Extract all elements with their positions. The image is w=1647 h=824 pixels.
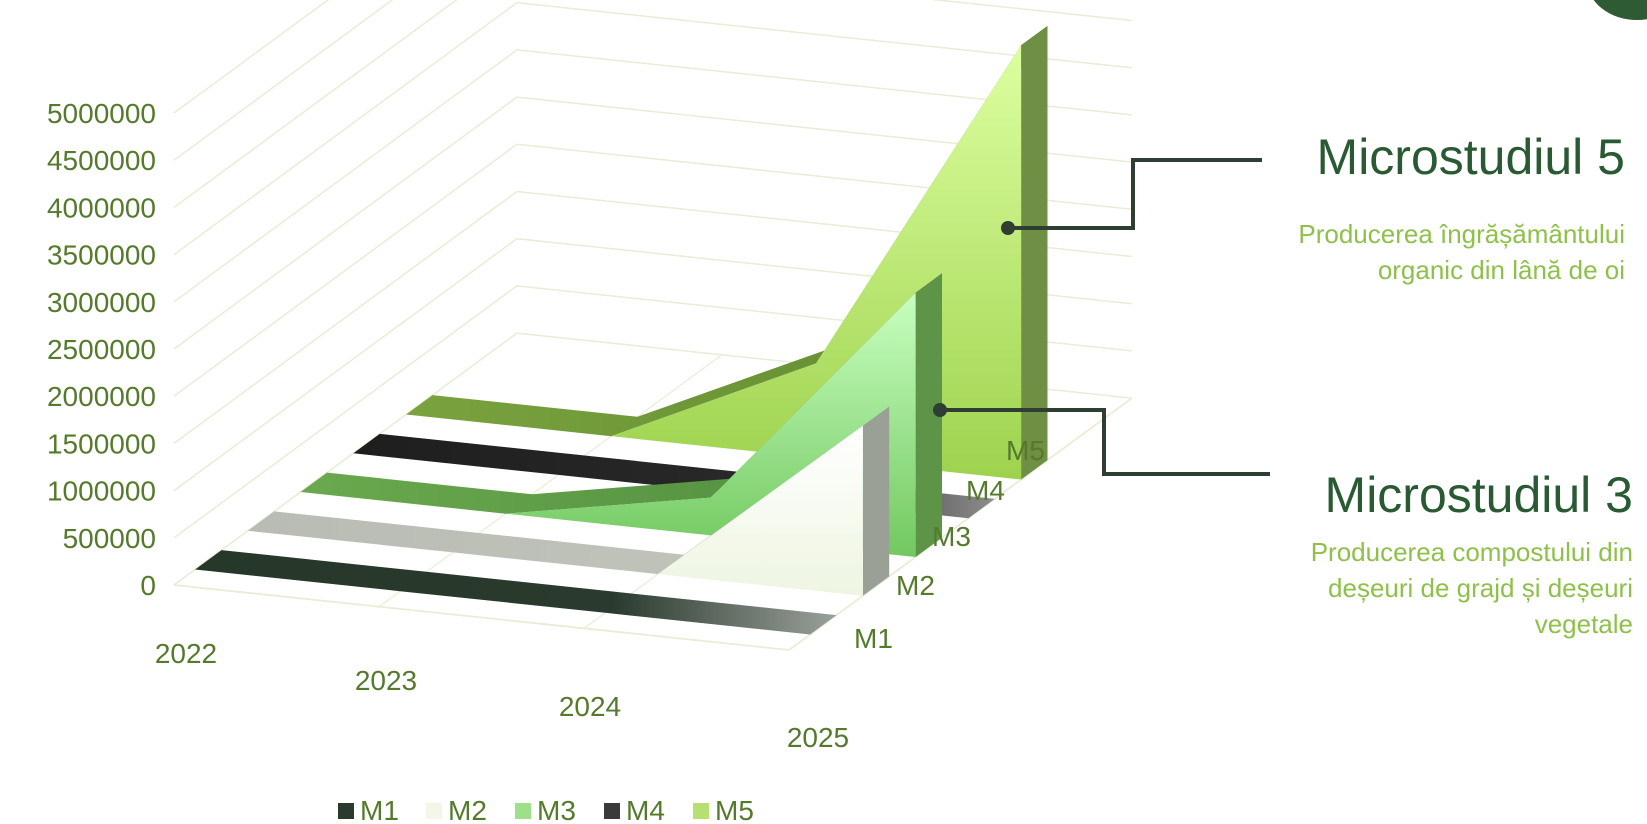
callout-desc-line: organic din lână de oi: [1377, 255, 1625, 285]
chart-legend: M1 M2 M3 M4 M5: [338, 795, 754, 824]
callout-connector-m3: [940, 408, 1270, 476]
legend-label: M3: [537, 795, 576, 824]
callout-desc-line: vegetale: [1534, 609, 1633, 639]
chart-labels: 0 500000 1000000 1500000 2000000 2500000 30000…: [47, 98, 1045, 753]
legend-swatch: [515, 803, 531, 819]
legend-label: M5: [715, 795, 754, 824]
series-top-strip: [195, 550, 837, 635]
y-tick-label: 3500000: [47, 240, 156, 271]
y-tick-label: 500000: [63, 523, 156, 554]
callout-connector-m5: [1008, 158, 1262, 230]
callout-desc-m3: Producerea compostului din deșeuri de gr…: [1173, 534, 1633, 642]
depth-tick-label: M5: [1006, 435, 1045, 466]
series-end-cap: [1021, 25, 1048, 480]
depth-tick-label: M1: [854, 623, 893, 654]
chart-gridlines: [173, 0, 1133, 651]
gridline: [173, 0, 1132, 209]
callout-desc-line: Producerea îngrășământului: [1298, 219, 1625, 249]
callout-title-m5: Microstudiul 5: [1316, 129, 1625, 185]
y-tick-label: 3000000: [47, 287, 156, 318]
gridline: [173, 49, 1132, 303]
series-end-cap: [862, 406, 890, 596]
series-end-cap: [915, 273, 942, 557]
callout-connectors: [933, 158, 1270, 476]
y-tick-label: 1000000: [47, 476, 156, 507]
y-tick-label: 2000000: [47, 381, 156, 412]
depth-tick-label: M3: [932, 521, 971, 552]
callout-desc-m5: Producerea îngrășământului organic din l…: [1165, 216, 1625, 288]
y-tick-label: 1500000: [47, 428, 156, 459]
callout-title-m3: Microstudiul 3: [1324, 467, 1633, 523]
x-tick-label: 2022: [155, 638, 217, 669]
legend-swatch: [426, 803, 442, 819]
x-tick-label: 2024: [559, 691, 621, 722]
x-tick-label: 2023: [355, 665, 417, 696]
legend-swatch: [604, 803, 620, 819]
gridline: [173, 1, 1132, 256]
floor-gridline: [173, 332, 518, 586]
y-tick-label: 5000000: [47, 98, 156, 129]
y-tick-label: 0: [140, 570, 156, 601]
legend-swatch: [338, 803, 354, 819]
series-m3: [300, 273, 943, 557]
callout-anchor-dot: [933, 403, 947, 417]
depth-tick-label: M4: [966, 475, 1005, 506]
gridline: [173, 143, 1132, 397]
x-axis-line: [173, 584, 790, 651]
chart-series: [195, 25, 1048, 635]
gridline: [173, 0, 394, 161]
gridline: [173, 0, 330, 114]
y-tick-label: 4500000: [47, 145, 156, 176]
legend-label: M4: [626, 795, 665, 824]
gridline: [173, 96, 1132, 350]
series-m1: [195, 550, 837, 635]
series-area-face: [247, 425, 863, 596]
series-m2: [247, 406, 890, 596]
series-area-face: [300, 292, 916, 557]
callout-desc-line: deșeuri de grajd și deșeuri: [1328, 573, 1633, 603]
callout-desc-line: Producerea compostului din: [1310, 537, 1633, 567]
series-top-strip: [300, 273, 943, 514]
depth-tick-label: M2: [896, 570, 935, 601]
floor-gridline: [378, 354, 723, 608]
x-tick-label: 2025: [787, 722, 849, 753]
y-tick-label: 4000000: [47, 192, 156, 223]
legend-label: M1: [360, 795, 399, 824]
y-tick-label: 2500000: [47, 334, 156, 365]
callout-anchor-dot: [1001, 221, 1015, 235]
legend-swatch: [693, 803, 709, 819]
series-top-strip: [247, 406, 890, 575]
legend-label: M2: [448, 795, 487, 824]
depth-axis-line: [788, 397, 1133, 651]
